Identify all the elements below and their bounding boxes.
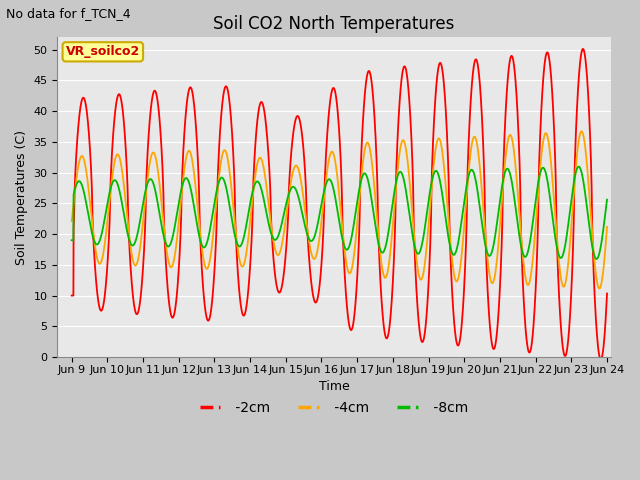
- X-axis label: Time: Time: [319, 380, 349, 393]
- Y-axis label: Soil Temperatures (C): Soil Temperatures (C): [15, 130, 28, 264]
- Legend:  -2cm,  -4cm,  -8cm: -2cm, -4cm, -8cm: [194, 396, 474, 420]
- Text: No data for f_TCN_4: No data for f_TCN_4: [6, 7, 131, 20]
- Title: Soil CO2 North Temperatures: Soil CO2 North Temperatures: [213, 15, 454, 33]
- Text: VR_soilco2: VR_soilco2: [66, 45, 140, 59]
